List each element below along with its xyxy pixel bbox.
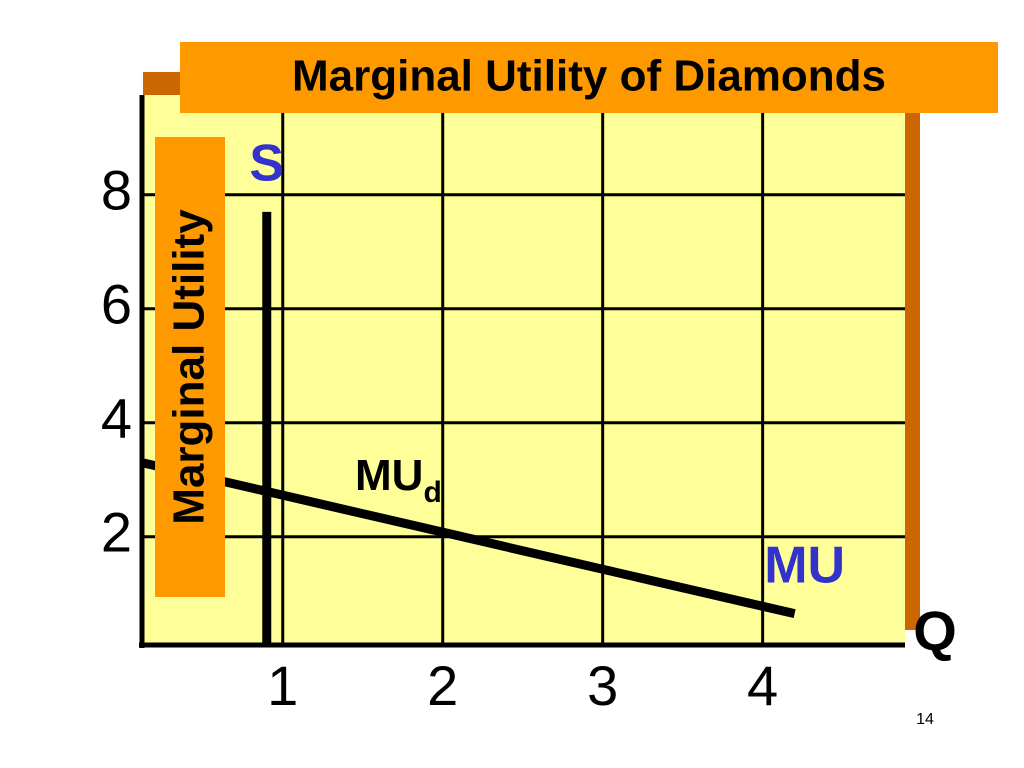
- x-tick-label: 4: [747, 654, 778, 717]
- page-number: 14: [916, 711, 934, 728]
- shadow-top: [143, 72, 183, 95]
- annotation: MUd: [355, 451, 442, 509]
- x-tick-label: 3: [587, 654, 618, 717]
- shadow-right: [905, 95, 920, 630]
- chart-title: Marginal Utility of Diamonds: [292, 52, 886, 101]
- y-tick-label: 2: [101, 501, 132, 564]
- y-tick-label: 8: [101, 159, 132, 222]
- series-label: MU: [764, 536, 845, 594]
- annotation-sub: d: [423, 476, 441, 509]
- series-label: S: [249, 135, 284, 193]
- title-box: [180, 42, 998, 113]
- y-tick-label: 6: [101, 273, 132, 336]
- annotation-main: MU: [355, 451, 423, 500]
- y-label-box: [155, 137, 225, 597]
- y-tick-label: 4: [101, 387, 132, 450]
- series-line: [140, 458, 796, 619]
- x-tick-label: 2: [427, 654, 458, 717]
- x-axis-label: Q: [913, 599, 957, 662]
- y-axis-label: Marginal Utility: [165, 209, 214, 525]
- x-tick-label: 1: [267, 654, 298, 717]
